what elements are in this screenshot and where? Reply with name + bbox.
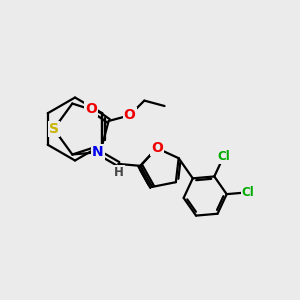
Text: O: O	[151, 141, 163, 155]
Text: Cl: Cl	[242, 186, 255, 199]
Text: O: O	[124, 108, 136, 122]
Text: O: O	[85, 102, 97, 116]
Text: N: N	[92, 145, 104, 159]
Text: H: H	[114, 167, 124, 179]
Text: Cl: Cl	[217, 150, 230, 164]
Text: S: S	[49, 122, 59, 136]
